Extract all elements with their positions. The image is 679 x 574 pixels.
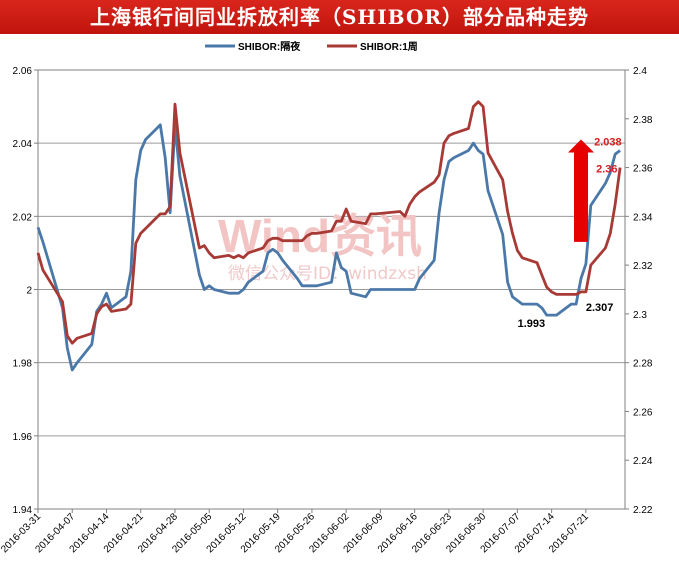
y-left-tick-label: 1.96 [13, 432, 33, 443]
y-left-tick-label: 2.02 [13, 212, 33, 223]
chart-background [0, 34, 679, 574]
watermark-id: 微信公众号ID：windzxsh [228, 264, 427, 284]
y-right-tick-label: 2.38 [633, 115, 653, 126]
legend-label: SHIBOR:1周 [360, 41, 418, 53]
y-right-tick-label: 2.34 [633, 212, 653, 223]
annotations: 2.038 2.36 1.993 2.307 [518, 136, 622, 330]
y-left-tick-label: 1.94 [13, 505, 33, 516]
watermark-brand: Wind资讯 [218, 210, 422, 262]
y-right-tick-label: 2.24 [633, 456, 653, 467]
y-right-tick-label: 2.28 [633, 359, 653, 370]
y-right-tick-label: 2.26 [633, 407, 653, 418]
arrow-layer [568, 139, 594, 242]
y-right-tick-label: 2.3 [633, 310, 647, 321]
series-lines [36, 100, 622, 372]
legend: SHIBOR:隔夜 SHIBOR:1周 [205, 40, 418, 53]
value-annotation: 1.993 [518, 318, 546, 330]
y-right-tick-label: 2.22 [633, 505, 653, 516]
series-line-overnight [36, 123, 621, 372]
y-right-tick-label: 2.32 [633, 261, 653, 272]
legend-label: SHIBOR:隔夜 [238, 40, 301, 53]
value-annotation: 2.307 [586, 302, 614, 314]
y-right-tick-label: 2.4 [633, 66, 647, 77]
gridlines [38, 142, 625, 437]
y-left-tick-label: 2.06 [13, 66, 33, 77]
series-line-1w [36, 100, 622, 345]
up-arrow-icon [568, 139, 594, 242]
watermark: Wind资讯 微信公众号ID：windzxsh [218, 210, 427, 284]
chart-title: 上海银行间同业拆放利率（SHIBOR）部分品种走势 [0, 0, 679, 34]
value-annotation: 2.038 [594, 136, 622, 148]
y-left-tick-label: 2.04 [13, 139, 33, 150]
y-right-tick-label: 2.36 [633, 164, 653, 175]
y-left-tick-label: 2 [26, 286, 32, 297]
value-annotation: 2.36 [596, 164, 617, 176]
y-left-tick-label: 1.98 [13, 359, 33, 370]
